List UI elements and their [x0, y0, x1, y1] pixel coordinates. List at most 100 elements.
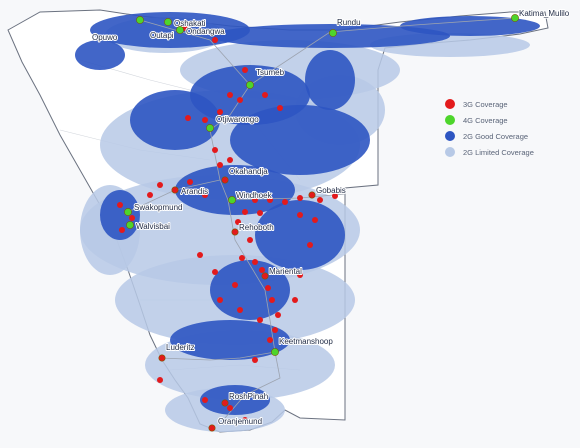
- coverage-area: [170, 320, 290, 360]
- coverage-area: [200, 385, 270, 415]
- okahandja-marker: [221, 176, 229, 184]
- site-marker: [227, 157, 233, 163]
- luderitz-marker: [158, 354, 166, 362]
- ondangwa-marker: [176, 26, 184, 34]
- site-marker: [232, 282, 238, 288]
- site-marker: [237, 97, 243, 103]
- coverage-area: [90, 12, 250, 48]
- oranjemund-marker: [208, 424, 216, 432]
- site-marker: [239, 255, 245, 261]
- site-marker: [212, 37, 218, 43]
- otjiwarongo-marker: [206, 124, 214, 132]
- coverage-area: [210, 24, 450, 48]
- site-marker: [227, 92, 233, 98]
- site-marker: [242, 209, 248, 215]
- site-marker: [292, 297, 298, 303]
- site-marker: [217, 297, 223, 303]
- site-marker: [157, 182, 163, 188]
- mariental-label: Mariental: [269, 267, 302, 276]
- coverage-sites: [117, 25, 338, 423]
- site-marker: [247, 237, 253, 243]
- site-marker: [217, 109, 223, 115]
- site-marker: [212, 269, 218, 275]
- site-marker: [242, 67, 248, 73]
- coverage-area: [210, 260, 290, 320]
- site-marker: [272, 327, 278, 333]
- coverage-area: [130, 90, 220, 150]
- oranjemund-label: Oranjemund: [218, 417, 262, 426]
- walvis-bay-marker: [126, 221, 134, 229]
- site-marker: [262, 92, 268, 98]
- windhoek-marker: [228, 196, 236, 204]
- outapi-label: Outapi: [150, 31, 174, 40]
- opuwo-label: Opuwo: [92, 33, 118, 42]
- site-marker: [237, 307, 243, 313]
- coverage-area: [255, 200, 345, 270]
- arandis-marker: [171, 186, 179, 194]
- rehoboth-marker: [231, 228, 239, 236]
- site-marker: [242, 417, 248, 423]
- gobabis-label: Gobabis: [316, 186, 346, 195]
- site-marker: [297, 195, 303, 201]
- roads: [127, 17, 516, 419]
- coverage-area: [75, 40, 125, 70]
- site-marker: [257, 317, 263, 323]
- site-marker: [307, 242, 313, 248]
- arandis-label: Arandis: [181, 187, 208, 196]
- coverage-area: [175, 165, 295, 215]
- otjiwarongo-label: Otjiwarongo: [216, 115, 259, 124]
- rundu-label: Rundu: [337, 18, 361, 27]
- site-marker: [119, 227, 125, 233]
- rosh-pinah-label: RoshPinah: [229, 392, 268, 401]
- site-marker: [265, 285, 271, 291]
- tsumeb-label: Tsumeb: [256, 68, 285, 77]
- site-marker: [227, 405, 233, 411]
- site-marker: [129, 215, 135, 221]
- legend-swatch: [445, 147, 455, 157]
- keetmanshoop-marker: [271, 348, 279, 356]
- coverage-area: [400, 16, 540, 36]
- site-marker: [275, 312, 281, 318]
- legend-label: 4G Coverage: [463, 116, 508, 125]
- oshakati-label: Oshakati: [174, 19, 206, 28]
- legend-label: 2G Good Coverage: [463, 132, 528, 141]
- katima-mulilo-label: Katima_Mulilo: [519, 9, 570, 18]
- rundu-marker: [329, 29, 337, 37]
- coverage-area: [100, 190, 140, 240]
- site-marker: [147, 192, 153, 198]
- site-marker: [187, 179, 193, 185]
- swakopmund-label: Swakopmund: [134, 203, 182, 212]
- site-marker: [332, 193, 338, 199]
- site-marker: [252, 259, 258, 265]
- site-marker: [297, 272, 303, 278]
- legend-swatch: [445, 115, 455, 125]
- site-marker: [257, 210, 263, 216]
- site-marker: [117, 202, 123, 208]
- site-marker: [317, 197, 323, 203]
- site-marker: [252, 357, 258, 363]
- site-marker: [252, 197, 258, 203]
- swakopmund-marker: [124, 208, 132, 216]
- site-marker: [259, 267, 265, 273]
- site-marker: [267, 337, 273, 343]
- site-marker: [235, 219, 241, 225]
- windhoek-label: Windhoek: [236, 191, 273, 200]
- site-marker: [212, 147, 218, 153]
- rosh-pinah-marker: [221, 399, 229, 407]
- site-marker: [312, 217, 318, 223]
- outapi-marker: [136, 16, 144, 24]
- coverage-area: [230, 105, 370, 175]
- legend-swatch: [445, 131, 455, 141]
- luderitz-label: Luderitz: [166, 343, 194, 352]
- site-marker: [282, 199, 288, 205]
- site-marker: [157, 377, 163, 383]
- mariental-marker: [261, 272, 269, 280]
- site-marker: [217, 162, 223, 168]
- site-marker: [202, 192, 208, 198]
- site-marker: [202, 117, 208, 123]
- ondangwa-label: Ondangwa: [186, 27, 225, 36]
- site-marker: [185, 115, 191, 121]
